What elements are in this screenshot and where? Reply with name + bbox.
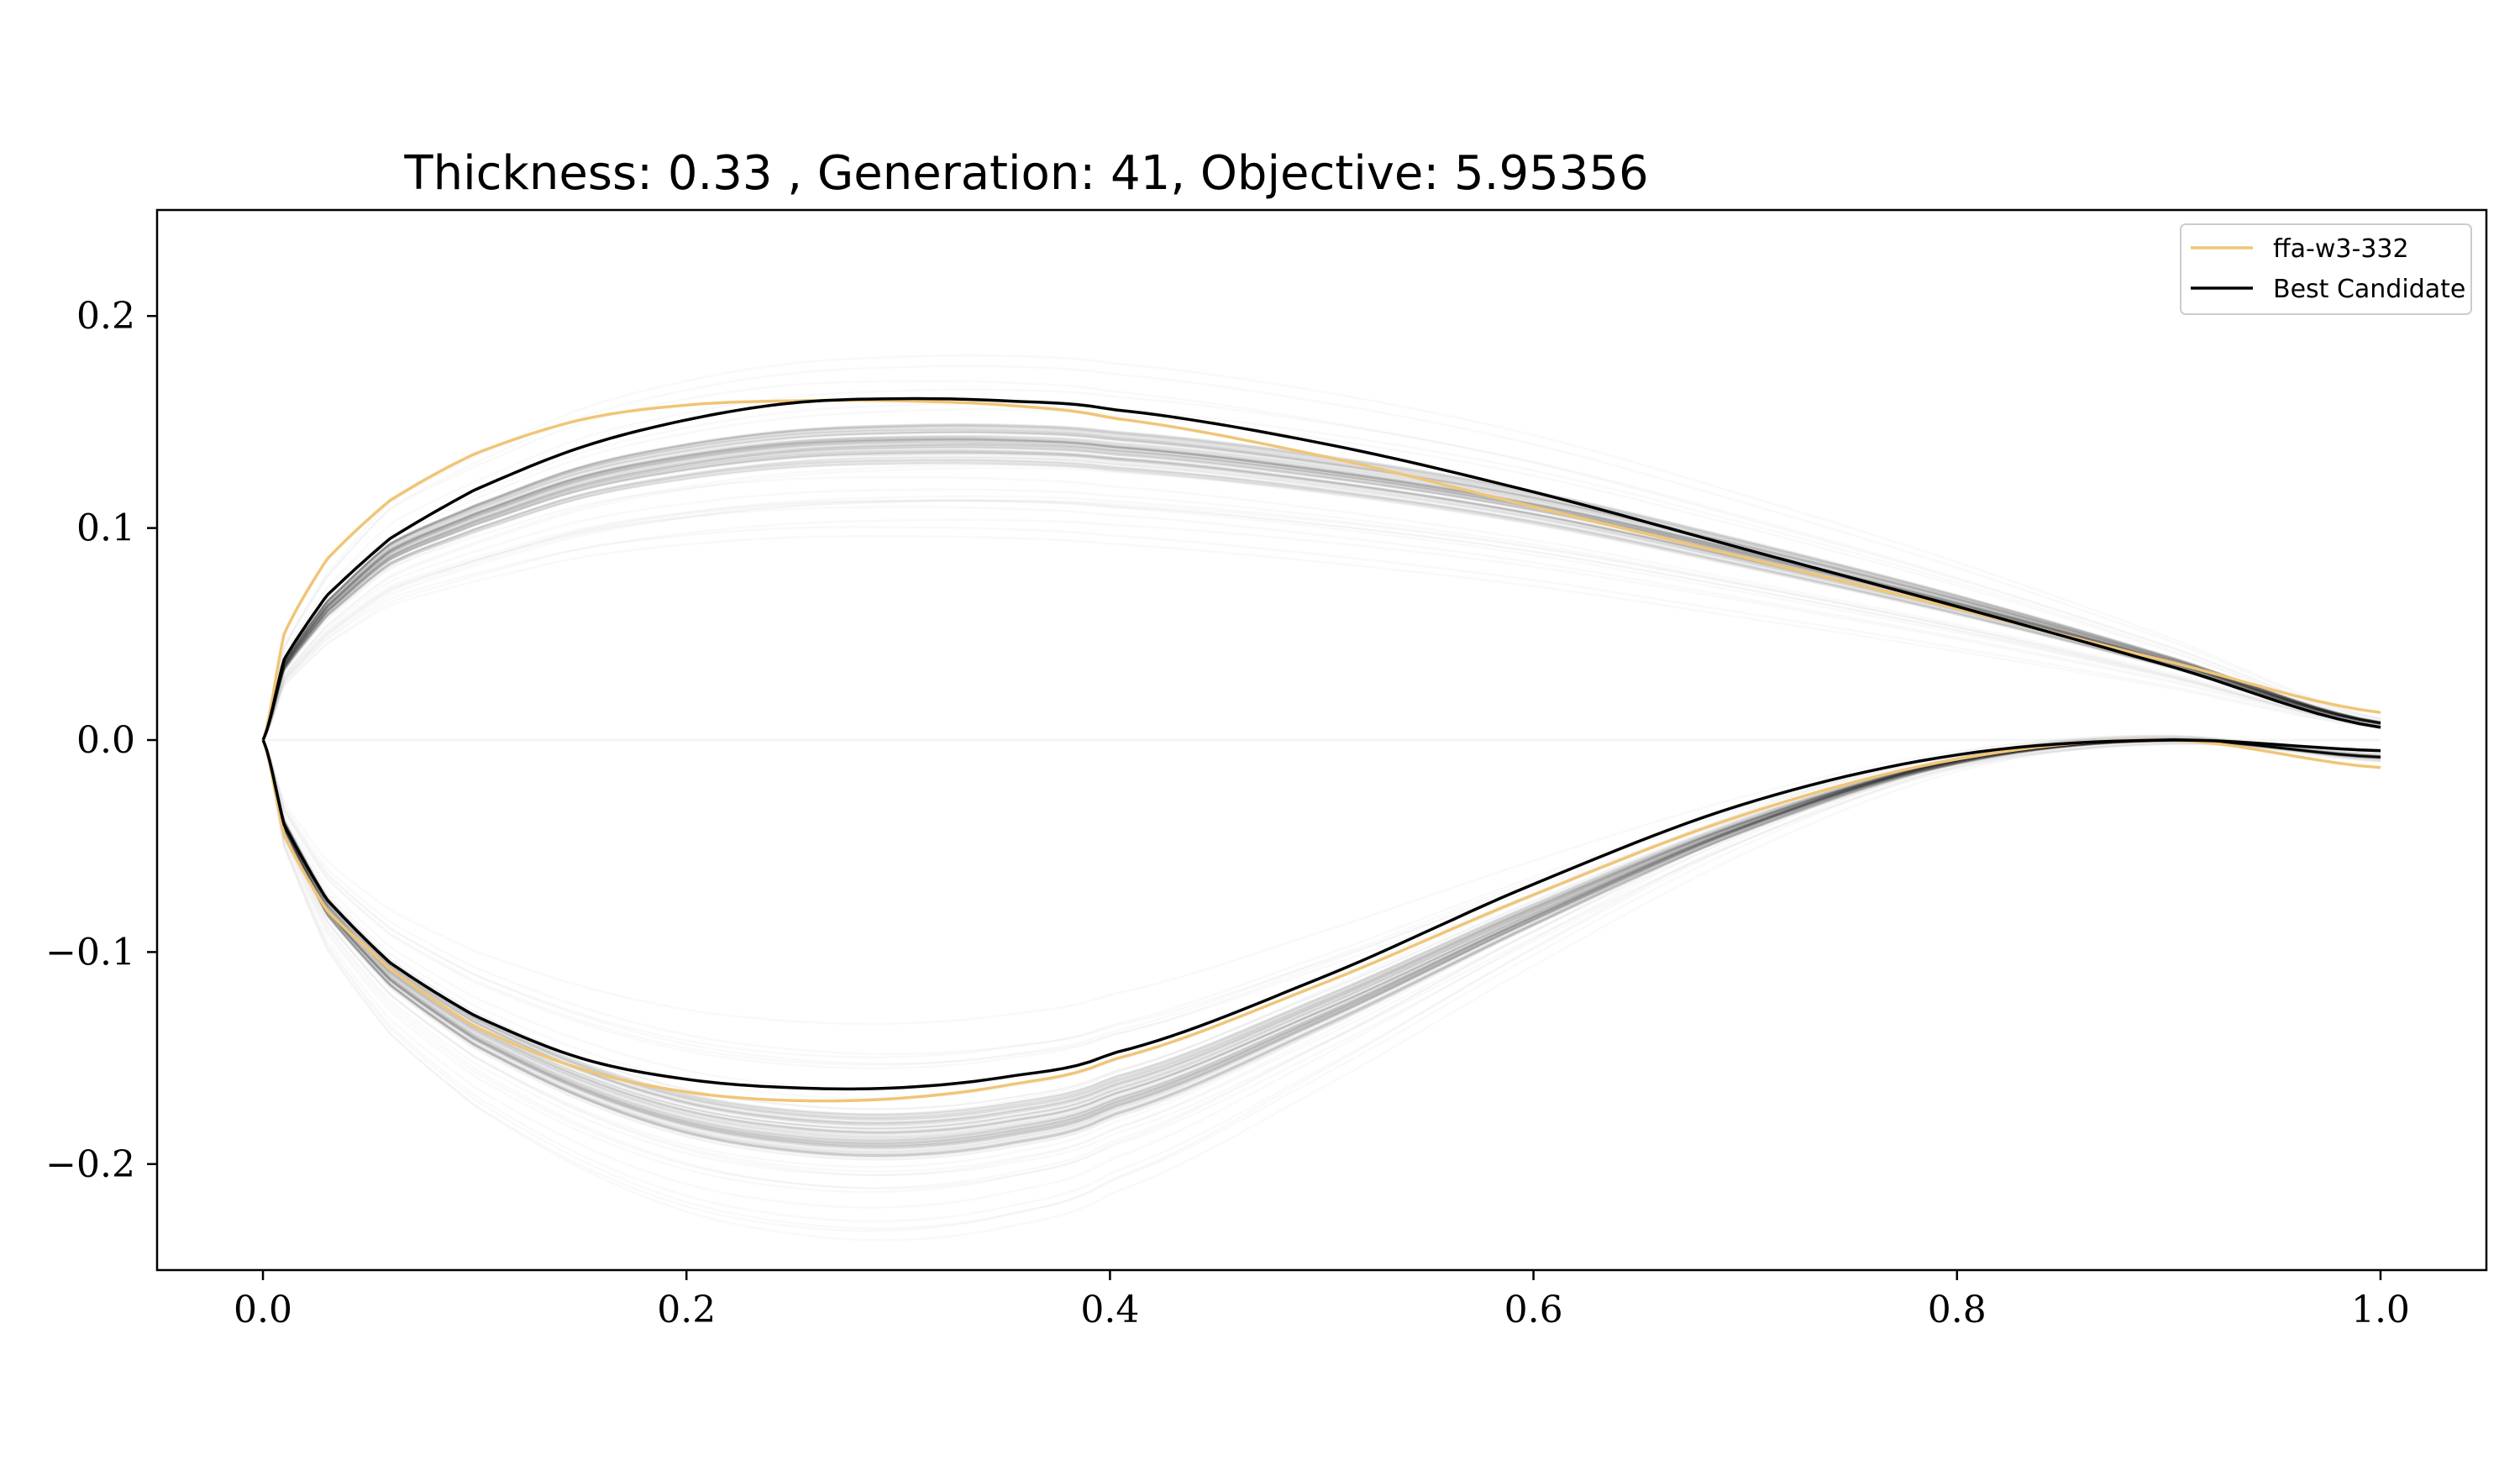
population-lower-curve (263, 738, 2381, 1167)
population-upper-curve (261, 424, 2381, 741)
x-tick-label: 0.0 (234, 1289, 292, 1331)
population-lower-curve (261, 739, 2381, 1158)
population-upper-curve (261, 431, 2381, 741)
population-lower-curve (261, 738, 2381, 1137)
population-lower-curve (261, 738, 2381, 1135)
population-upper-curve (261, 438, 2381, 741)
population-upper-curve (262, 459, 2381, 741)
series-curves (261, 396, 2381, 1103)
x-axis: 0.0 0.2 0.4 0.6 0.8 1.0 (234, 1270, 2410, 1331)
population-upper-curve (261, 423, 2381, 741)
population-lower-curve (261, 738, 2381, 1110)
population-upper-curve (261, 438, 2381, 741)
population-upper-curve (261, 438, 2381, 741)
chart-title: Thickness: 0.33 , Generation: 41, Object… (403, 146, 1648, 201)
population-lower-curve (261, 738, 2381, 1132)
population-upper-curve (261, 426, 2381, 741)
y-tick-label: −0.2 (45, 1143, 135, 1186)
series-ffa-w3-332-upper (261, 398, 2381, 741)
x-tick-label: 1.0 (2351, 1289, 2410, 1331)
population-upper-curve (262, 440, 2381, 741)
population-upper-curve (261, 441, 2381, 741)
population-upper-curve (262, 455, 2381, 741)
x-tick-label: 0.2 (657, 1289, 716, 1331)
legend: ffa-w3-332 Best Candidate (2180, 223, 2472, 315)
population-upper-curve (262, 456, 2381, 741)
population-upper-curve (262, 453, 2381, 741)
population-upper-curve (262, 461, 2381, 741)
y-tick-label: 0.1 (76, 507, 135, 550)
population-upper-curve (262, 451, 2381, 741)
y-tick-label: 0.2 (76, 295, 135, 338)
population-upper-curve (261, 438, 2381, 741)
population-upper-curve (262, 450, 2381, 741)
population-upper-curve (261, 425, 2381, 741)
population-upper-curve (263, 381, 2381, 741)
population-lower-curve (263, 738, 2381, 1024)
y-axis: 0.2 0.1 0.0 −0.1 −0.2 (45, 295, 157, 1186)
population-lower-curve (261, 739, 2381, 1161)
population-upper-curve (262, 461, 2381, 741)
population-upper-curve (262, 443, 2381, 741)
population-lower-curve (261, 739, 2381, 1141)
population-lower-curve (261, 739, 2381, 1140)
population-upper-curve (261, 431, 2381, 741)
population-curves (261, 381, 2381, 1208)
population-upper-curve (262, 447, 2381, 741)
population-upper-curve (263, 403, 2381, 740)
legend-label-ffa-w3-332: ffa-w3-332 (2273, 234, 2409, 264)
population-upper-curve (261, 428, 2381, 741)
population-lower-curve (261, 739, 2381, 1134)
population-upper-curve (261, 437, 2381, 741)
population-upper-curve (262, 445, 2381, 741)
population-lower-curve (261, 738, 2381, 1130)
population-upper-curve (262, 451, 2381, 741)
population-lower-curve (261, 739, 2381, 1158)
series-best-candidate-upper (261, 396, 2381, 742)
population-upper-curve (261, 423, 2381, 741)
population-upper-curve (261, 428, 2381, 741)
population-upper-curve (261, 438, 2381, 741)
population-upper-curve (261, 438, 2381, 741)
population-lower-curve (261, 739, 2381, 1134)
population-upper-curve (261, 444, 2381, 741)
y-tick-label: 0.0 (76, 719, 135, 762)
population-upper-curve (261, 430, 2381, 741)
population-upper-curve (261, 441, 2381, 741)
series-ffa-w3-332-lower (261, 738, 2381, 1103)
population-lower-curve (263, 737, 2381, 1208)
population-upper-curve (262, 444, 2381, 741)
population-lower-curve (261, 739, 2381, 1138)
population-upper-curve (262, 458, 2381, 741)
legend-box (2180, 223, 2472, 315)
population-lower-curve (261, 738, 2381, 1136)
population-upper-curve (261, 423, 2381, 741)
population-upper-curve (262, 451, 2381, 741)
population-upper-curve (262, 443, 2381, 741)
series-best-candidate-lower (261, 738, 2381, 1091)
population-upper-curve (261, 427, 2381, 741)
population-upper-curve (262, 449, 2381, 741)
population-lower-curve (261, 738, 2381, 1130)
population-upper-curve (262, 462, 2381, 741)
legend-label-best-candidate: Best Candidate (2273, 275, 2465, 304)
population-lower-curve (261, 738, 2381, 1131)
population-upper-curve (261, 438, 2381, 741)
y-tick-label: −0.1 (45, 931, 135, 974)
x-tick-label: 0.6 (1504, 1289, 1563, 1331)
population-upper-curve (262, 459, 2381, 741)
population-upper-curve (261, 436, 2381, 741)
x-tick-label: 0.8 (1928, 1289, 1987, 1331)
population-upper-curve (263, 501, 2381, 740)
population-lower-curve (261, 739, 2381, 1133)
x-tick-label: 0.4 (1080, 1289, 1139, 1331)
population-lower-curve (261, 738, 2381, 1118)
population-upper-curve (261, 440, 2381, 741)
population-lower-curve (261, 739, 2381, 1143)
population-upper-curve (261, 425, 2381, 741)
population-lower-curve (261, 739, 2381, 1158)
population-upper-curve (261, 428, 2381, 741)
